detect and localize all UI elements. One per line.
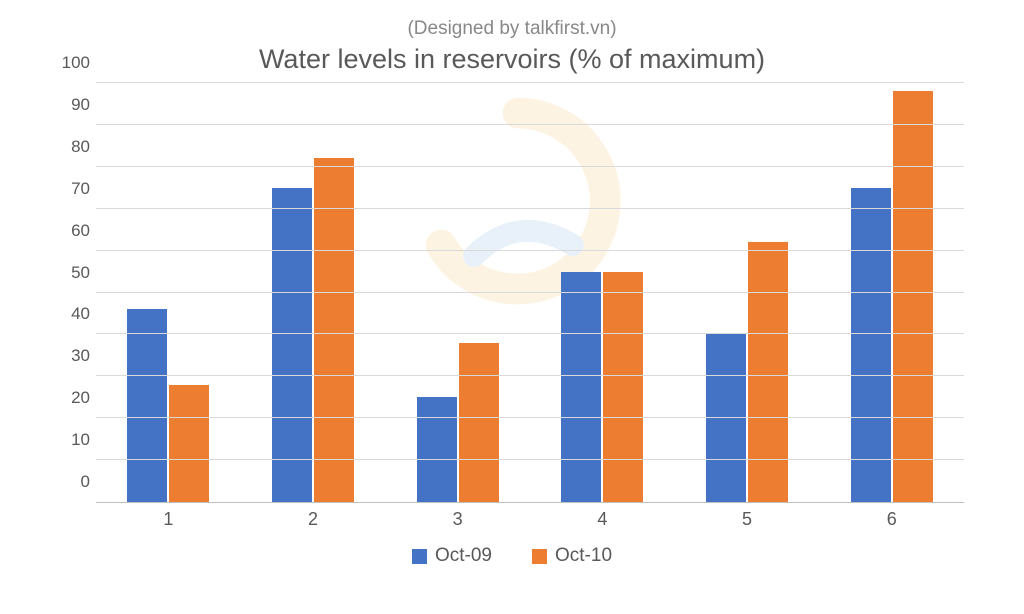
y-tick-label: 0 <box>56 472 90 492</box>
y-tick-label: 10 <box>56 430 90 450</box>
bar <box>127 309 167 502</box>
bar <box>272 188 312 502</box>
gridline <box>96 333 964 334</box>
legend-swatch-icon <box>532 549 547 564</box>
x-tick-label: 5 <box>675 509 820 530</box>
bar-group: 4 <box>530 83 675 502</box>
bar <box>748 242 788 502</box>
x-tick-label: 3 <box>385 509 530 530</box>
bar-group: 6 <box>819 83 964 502</box>
gridline <box>96 208 964 209</box>
y-tick-label: 70 <box>56 179 90 199</box>
bar <box>459 343 499 502</box>
x-tick-label: 1 <box>96 509 241 530</box>
bar <box>893 91 933 502</box>
legend-label: Oct-09 <box>435 545 492 567</box>
bar <box>417 397 457 502</box>
chart-container: (Designed by talkfirst.vn) Water levels … <box>0 0 1024 614</box>
legend-item: Oct-10 <box>532 545 612 567</box>
legend-swatch-icon <box>412 549 427 564</box>
bar <box>603 272 643 502</box>
y-tick-label: 50 <box>56 263 90 283</box>
chart-title: Water levels in reservoirs (% of maximum… <box>60 44 964 75</box>
bar <box>706 334 746 502</box>
y-tick-label: 60 <box>56 221 90 241</box>
chart-legend: Oct-09 Oct-10 <box>60 545 964 567</box>
bar-group: 2 <box>241 83 386 502</box>
gridline <box>96 250 964 251</box>
bar <box>561 272 601 502</box>
y-tick-label: 100 <box>56 53 90 73</box>
gridline <box>96 459 964 460</box>
bar-group: 3 <box>385 83 530 502</box>
bar-group: 1 <box>96 83 241 502</box>
gridline <box>96 375 964 376</box>
x-tick-label: 4 <box>530 509 675 530</box>
y-tick-label: 80 <box>56 137 90 157</box>
gridline <box>96 166 964 167</box>
gridline <box>96 124 964 125</box>
x-tick-label: 2 <box>241 509 386 530</box>
gridline <box>96 417 964 418</box>
y-tick-label: 90 <box>56 95 90 115</box>
bar <box>851 188 891 502</box>
gridline <box>96 82 964 83</box>
bar-groups: 123456 <box>96 83 964 502</box>
legend-label: Oct-10 <box>555 545 612 567</box>
legend-item: Oct-09 <box>412 545 492 567</box>
y-tick-label: 20 <box>56 388 90 408</box>
plot-area: 123456 0102030405060708090100 <box>96 83 964 503</box>
gridline <box>96 292 964 293</box>
chart-subtitle: (Designed by talkfirst.vn) <box>60 18 964 40</box>
bar <box>169 385 209 502</box>
x-tick-label: 6 <box>819 509 964 530</box>
bar-group: 5 <box>675 83 820 502</box>
bar <box>314 158 354 502</box>
y-tick-label: 30 <box>56 346 90 366</box>
y-tick-label: 40 <box>56 304 90 324</box>
